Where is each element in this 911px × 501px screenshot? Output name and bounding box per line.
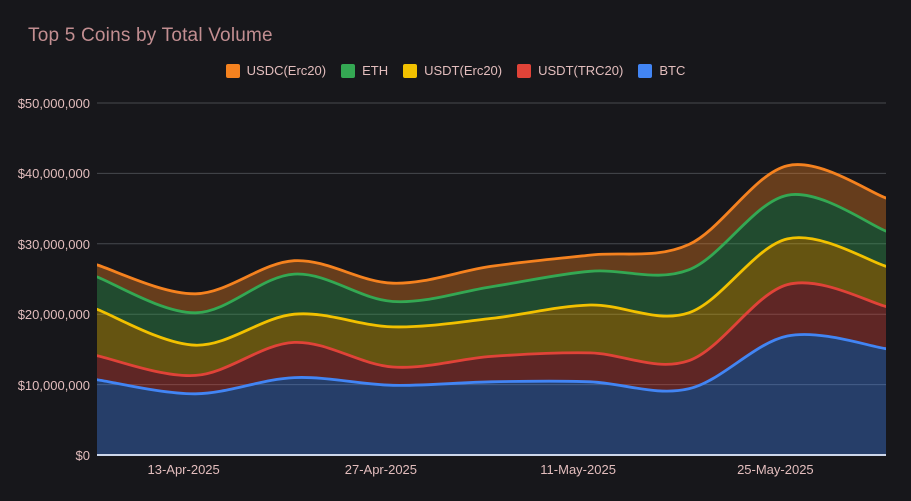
series-line-usdc-erc20 [97,163,886,296]
legend-item-eth[interactable]: ETH [341,63,388,78]
series-line-btc [97,333,886,396]
y-axis-tick-label: $0 [75,448,90,463]
series-line-eth [97,193,886,315]
legend-item-label: USDT(TRC20) [538,63,624,78]
series-line-usdt-erc20 [97,236,886,347]
legend-item-usdc-erc20[interactable]: USDC(Erc20) [225,63,327,78]
series-area-usdt-trc20[interactable] [97,282,886,394]
y-axis-tick-label: $30,000,000 [17,236,90,252]
legend-item-label: ETH [362,63,389,78]
y-axis-tick-label: $40,000,000 [17,166,90,182]
y-axis-tick-label: $20,000,000 [17,307,90,323]
x-axis-tick-label: 13-Apr-2025 [147,462,220,477]
series-line-usdt-trc20 [97,281,886,377]
y-axis-tick-label: $10,000,000 [17,377,90,393]
legend-swatch-icon [638,63,653,78]
legend-item-label: USDC(Erc20) [246,63,327,78]
legend-item-label: USDT(Erc20) [424,63,503,78]
legend-item-btc[interactable]: BTC [638,63,685,78]
legend-swatch-icon [225,63,240,78]
legend-item-usdt-trc20[interactable]: USDT(TRC20) [517,63,623,78]
legend-swatch-icon [517,63,532,78]
series-area-btc[interactable] [97,334,886,455]
chart-title: Top 5 Coins by Total Volume [28,25,273,46]
x-axis-tick-label: 27-Apr-2025 [344,462,418,477]
legend-item-usdt-erc20[interactable]: USDT(Erc20) [403,63,502,78]
series-area-eth[interactable] [97,194,886,346]
legend-swatch-icon [341,63,356,78]
legend-swatch-icon [403,63,418,78]
x-axis-tick-label: 11-May-2025 [540,462,616,477]
x-axis-tick-label: 25-May-2025 [737,462,814,477]
chart-legend: USDC(Erc20) ETH USDT(Erc20) USDT(TRC20) BTC [0,63,911,78]
y-axis-tick-label: $50,000,000 [17,96,90,111]
legend-item-label: BTC [659,63,686,78]
